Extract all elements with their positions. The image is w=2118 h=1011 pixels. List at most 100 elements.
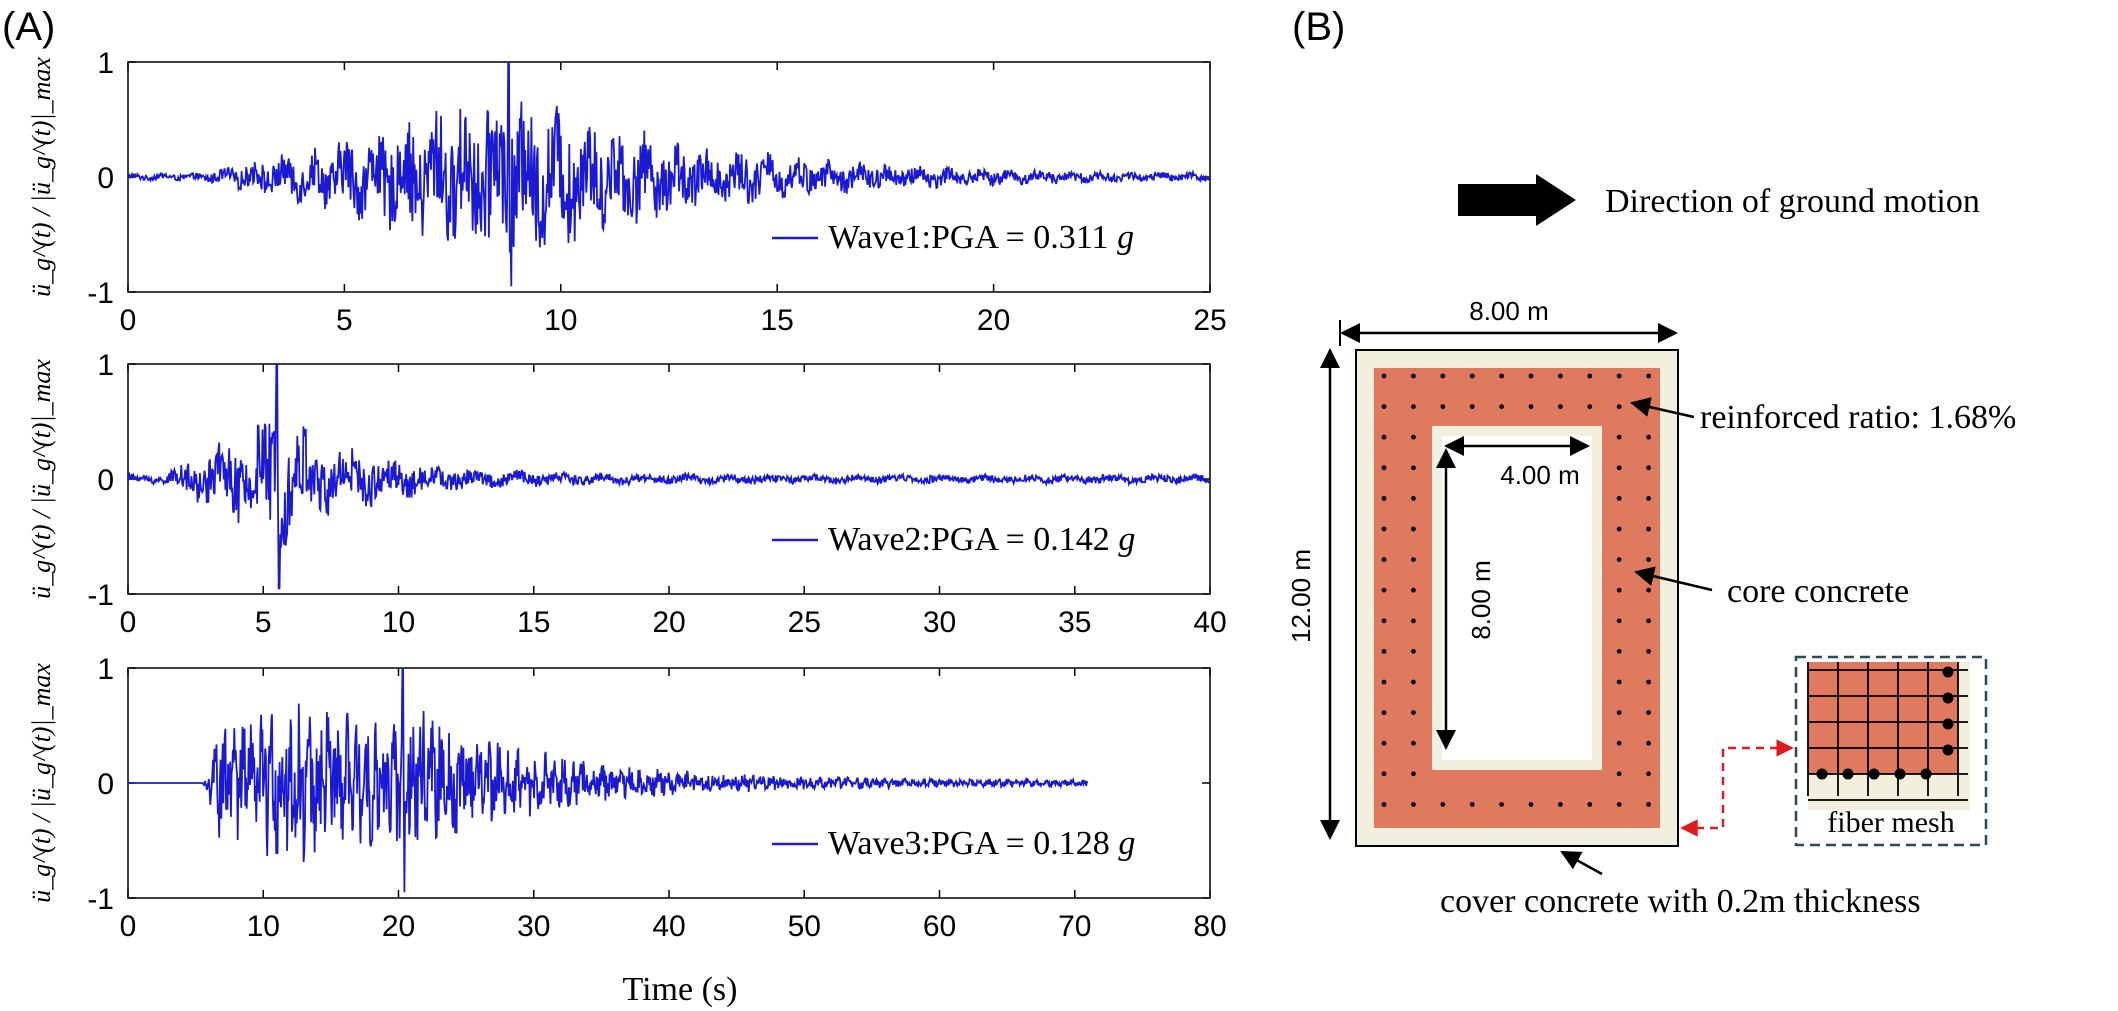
rebar-dot xyxy=(1587,802,1593,807)
rebar-dot xyxy=(1469,802,1475,807)
x-tick-label: 0 xyxy=(120,910,137,943)
y-axis-label: ü_g^(t) / |ü_g^(t)|_max xyxy=(27,359,56,599)
rebar-dot xyxy=(1381,526,1387,532)
mesh-cover-area xyxy=(1808,774,1958,810)
y-tick-label: 0 xyxy=(97,768,114,801)
x-tick-label: 25 xyxy=(788,606,821,639)
rebar-dot xyxy=(1381,771,1387,777)
rebar-dot xyxy=(1440,404,1446,409)
mesh-rebar-dot xyxy=(1894,768,1906,780)
rebar-dot xyxy=(1646,679,1651,685)
x-tick-label: 25 xyxy=(1193,304,1226,337)
hole-height-label: 8.00 m xyxy=(1466,560,1496,640)
mesh-rebar-dot xyxy=(1816,768,1828,780)
rebar-dot xyxy=(1616,465,1622,471)
wave-series-line xyxy=(128,364,1210,590)
fiber-mesh-label: fiber mesh xyxy=(1827,806,1954,839)
rebar-dot xyxy=(1528,802,1534,807)
x-tick-label: 20 xyxy=(652,606,685,639)
rebar-dots xyxy=(1381,373,1651,807)
x-tick-label: 50 xyxy=(788,910,821,943)
rebar-dot xyxy=(1646,434,1651,440)
rebar-dot xyxy=(1411,802,1416,807)
rebar-dot xyxy=(1616,434,1622,440)
rebar-dot xyxy=(1616,618,1622,624)
x-axis-label: Time (s) xyxy=(623,971,738,1008)
cover-pointer xyxy=(1560,850,1603,876)
mesh-cover-side xyxy=(1958,662,1970,810)
x-tick-label: 80 xyxy=(1193,910,1226,943)
rebar-dot xyxy=(1616,710,1622,715)
x-tick-label: 10 xyxy=(382,606,415,639)
y-tick-label: -1 xyxy=(87,277,114,310)
x-tick-label: 20 xyxy=(977,304,1010,337)
mesh-rebar-dot xyxy=(1842,768,1854,780)
x-tick-label: 10 xyxy=(544,304,577,337)
panel-label-a: (A) xyxy=(2,5,55,49)
legend-unit: g xyxy=(1117,219,1134,256)
rebar-dot xyxy=(1646,649,1651,654)
legend-label: Wave1:PGA = 0.311 g xyxy=(828,219,1134,256)
rebar-dot xyxy=(1381,679,1387,685)
legend-label: Wave3:PGA = 0.128 g xyxy=(828,825,1135,862)
x-tick-label: 30 xyxy=(517,910,550,943)
x-tick-label: 20 xyxy=(382,910,415,943)
rebar-dot xyxy=(1587,373,1593,379)
rebar-dot xyxy=(1646,710,1651,715)
reinforced-label: reinforced ratio: 1.68% xyxy=(1700,399,2016,436)
rebar-dot xyxy=(1558,802,1563,807)
rebar-dot xyxy=(1469,404,1475,409)
rebar-dot xyxy=(1411,649,1416,654)
rebar-dot xyxy=(1646,802,1651,807)
rebar-dot xyxy=(1381,802,1387,807)
rebar-dot xyxy=(1411,679,1416,685)
cross-section-diagram: Direction of ground motion 8.00 m 12.00 … xyxy=(1286,174,2016,920)
width-label: 8.00 m xyxy=(1469,296,1549,326)
reinforced-pointer xyxy=(1630,397,1695,419)
rebar-dot xyxy=(1646,557,1651,562)
y-tick-label: -1 xyxy=(87,579,114,612)
core-label: core concrete xyxy=(1727,573,1909,610)
direction-arrow-icon xyxy=(1458,174,1576,226)
mesh-rebar-dot xyxy=(1942,744,1954,756)
rebar-dot xyxy=(1381,557,1387,562)
rebar-dot xyxy=(1411,496,1416,501)
y-tick-label: 0 xyxy=(97,162,114,195)
rebar-dot xyxy=(1411,587,1416,593)
hollow-core xyxy=(1442,436,1592,760)
mesh-rebar-dot xyxy=(1920,768,1932,780)
rebar-dot xyxy=(1616,679,1622,685)
y-tick-label: 1 xyxy=(97,349,114,382)
rebar-dot xyxy=(1646,740,1651,746)
x-tick-label: 5 xyxy=(336,304,353,337)
rebar-dot xyxy=(1440,373,1446,379)
x-tick-label: 0 xyxy=(120,606,137,639)
mesh-link-arrow xyxy=(1680,739,1794,837)
cover-label: cover concrete with 0.2m thickness xyxy=(1440,883,1921,920)
x-tick-label: 10 xyxy=(247,910,280,943)
rebar-dot xyxy=(1411,740,1416,746)
x-tick-label: 0 xyxy=(120,304,137,337)
rebar-dot xyxy=(1558,373,1563,379)
direction-label: Direction of ground motion xyxy=(1605,183,1980,220)
rebar-dot xyxy=(1469,373,1475,379)
y-tick-label: 0 xyxy=(97,464,114,497)
rebar-dot xyxy=(1499,373,1504,379)
rebar-dot xyxy=(1411,710,1416,715)
legend-unit: g xyxy=(1118,521,1135,558)
rebar-dot xyxy=(1381,373,1387,379)
rebar-dot xyxy=(1411,557,1416,562)
mesh-core-area xyxy=(1808,662,1958,774)
mesh-rebar-dot xyxy=(1942,692,1954,704)
rebar-dot xyxy=(1616,740,1622,746)
rebar-dot xyxy=(1381,465,1387,471)
legend-label: Wave2:PGA = 0.142 g xyxy=(828,521,1135,558)
y-tick-label: 1 xyxy=(97,653,114,686)
rebar-dot xyxy=(1646,618,1651,624)
panel-label-b: (B) xyxy=(1292,5,1345,49)
rebar-dot xyxy=(1381,404,1387,409)
mesh-rebar-dot xyxy=(1942,666,1954,678)
rebar-dot xyxy=(1381,740,1387,746)
